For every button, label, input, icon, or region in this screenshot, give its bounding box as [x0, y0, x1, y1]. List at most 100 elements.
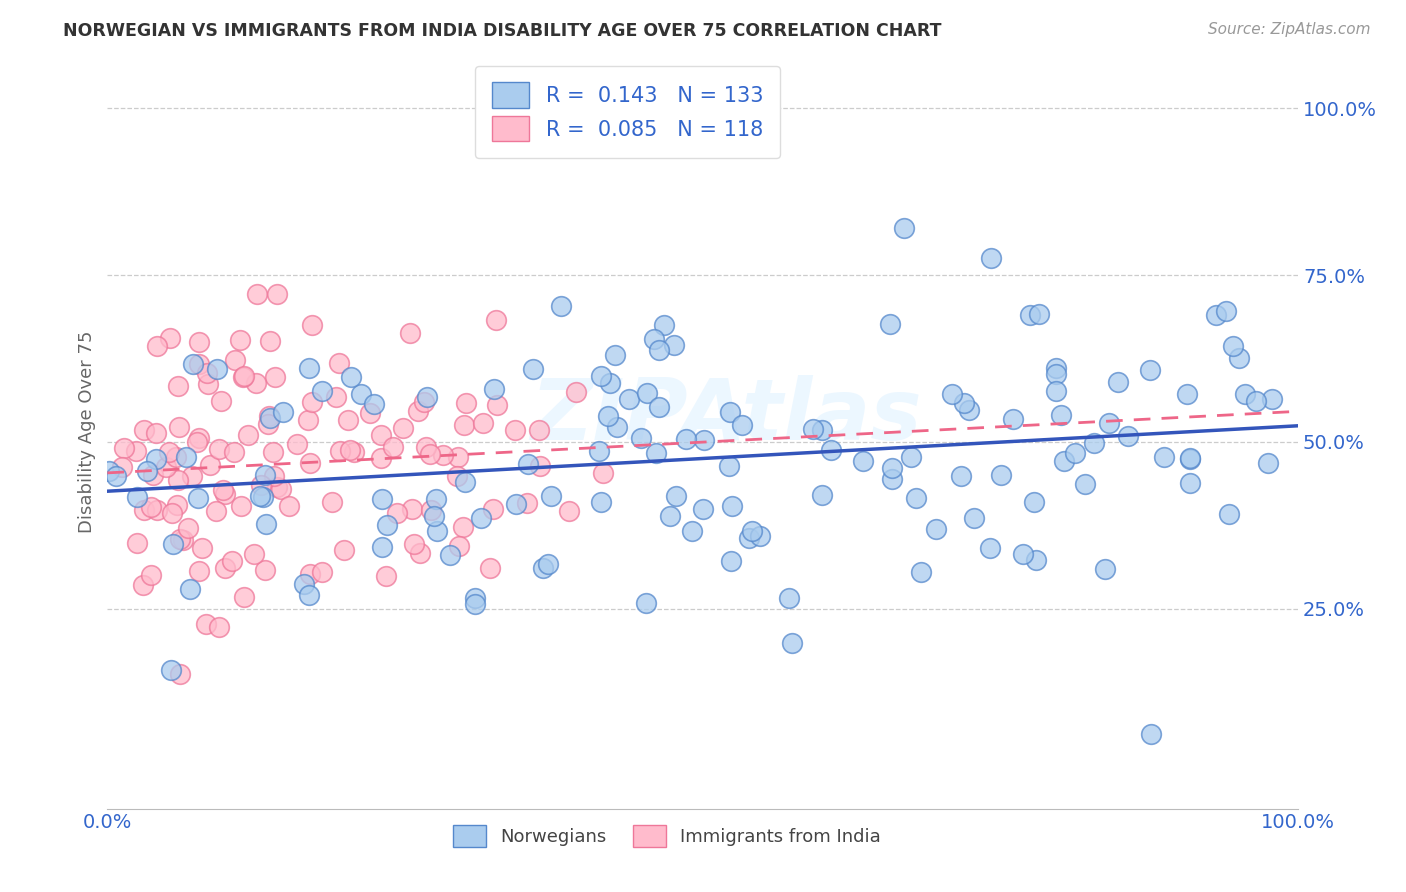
Point	[301, 395, 323, 409]
Point	[591, 495, 613, 509]
Point	[486, 398, 509, 412]
Point	[453, 418, 475, 433]
Point	[801, 422, 824, 436]
Point	[596, 409, 619, 423]
Point	[188, 431, 211, 445]
Point	[516, 457, 538, 471]
Point	[145, 425, 167, 440]
Point	[606, 420, 628, 434]
Point	[257, 417, 280, 431]
Point	[222, 445, 245, 459]
Point	[139, 500, 162, 514]
Point	[882, 461, 904, 475]
Point	[191, 541, 214, 555]
Point	[375, 517, 398, 532]
Point	[1116, 429, 1139, 443]
Point	[134, 503, 156, 517]
Point	[957, 402, 980, 417]
Point	[409, 545, 432, 559]
Point	[1180, 452, 1202, 467]
Point	[634, 596, 657, 610]
Point	[297, 413, 319, 427]
Point	[406, 403, 429, 417]
Point	[214, 487, 236, 501]
Point	[177, 521, 200, 535]
Point	[1107, 375, 1129, 389]
Point	[470, 511, 492, 525]
Point	[472, 417, 495, 431]
Point	[271, 405, 294, 419]
Point	[565, 384, 588, 399]
Point	[1011, 547, 1033, 561]
Point	[321, 495, 343, 509]
Point	[599, 376, 621, 391]
Point	[381, 441, 404, 455]
Point	[1140, 727, 1163, 741]
Point	[979, 541, 1001, 555]
Point	[529, 423, 551, 437]
Point	[592, 466, 614, 480]
Point	[665, 489, 688, 503]
Point	[172, 533, 194, 547]
Point	[852, 453, 875, 467]
Point	[155, 460, 177, 475]
Point	[311, 565, 333, 579]
Text: Source: ZipAtlas.com: Source: ZipAtlas.com	[1208, 22, 1371, 37]
Point	[238, 428, 260, 442]
Point	[449, 539, 471, 553]
Point	[1049, 408, 1071, 422]
Point	[249, 489, 271, 503]
Point	[401, 502, 423, 516]
Point	[1178, 451, 1201, 466]
Point	[588, 444, 610, 458]
Point	[333, 543, 356, 558]
Point	[893, 220, 915, 235]
Point	[325, 390, 347, 404]
Point	[257, 409, 280, 423]
Point	[112, 441, 135, 455]
Point	[1139, 363, 1161, 377]
Point	[1025, 552, 1047, 566]
Point	[339, 442, 361, 457]
Point	[142, 467, 165, 482]
Point	[195, 367, 218, 381]
Point	[254, 517, 277, 532]
Point	[146, 503, 169, 517]
Point	[1227, 351, 1250, 365]
Point	[415, 440, 437, 454]
Point	[179, 582, 201, 597]
Point	[232, 590, 254, 604]
Point	[294, 577, 316, 591]
Point	[662, 338, 685, 352]
Point	[811, 423, 834, 437]
Point	[125, 490, 148, 504]
Point	[298, 589, 321, 603]
Point	[1257, 456, 1279, 470]
Point	[963, 511, 986, 525]
Point	[245, 376, 267, 391]
Point	[482, 383, 505, 397]
Point	[207, 620, 229, 634]
Point	[464, 597, 486, 611]
Point	[1045, 367, 1067, 381]
Point	[730, 417, 752, 432]
Point	[1022, 495, 1045, 509]
Point	[299, 567, 322, 582]
Point	[591, 368, 613, 383]
Point	[132, 423, 155, 437]
Point	[187, 491, 209, 505]
Point	[953, 396, 976, 410]
Point	[451, 519, 474, 533]
Point	[416, 390, 439, 404]
Point	[1019, 308, 1042, 322]
Point	[941, 387, 963, 401]
Point	[165, 450, 187, 464]
Point	[439, 548, 461, 562]
Point	[370, 428, 392, 442]
Point	[1053, 454, 1076, 468]
Point	[375, 569, 398, 583]
Point	[205, 503, 228, 517]
Point	[301, 318, 323, 333]
Point	[340, 370, 363, 384]
Point	[336, 413, 359, 427]
